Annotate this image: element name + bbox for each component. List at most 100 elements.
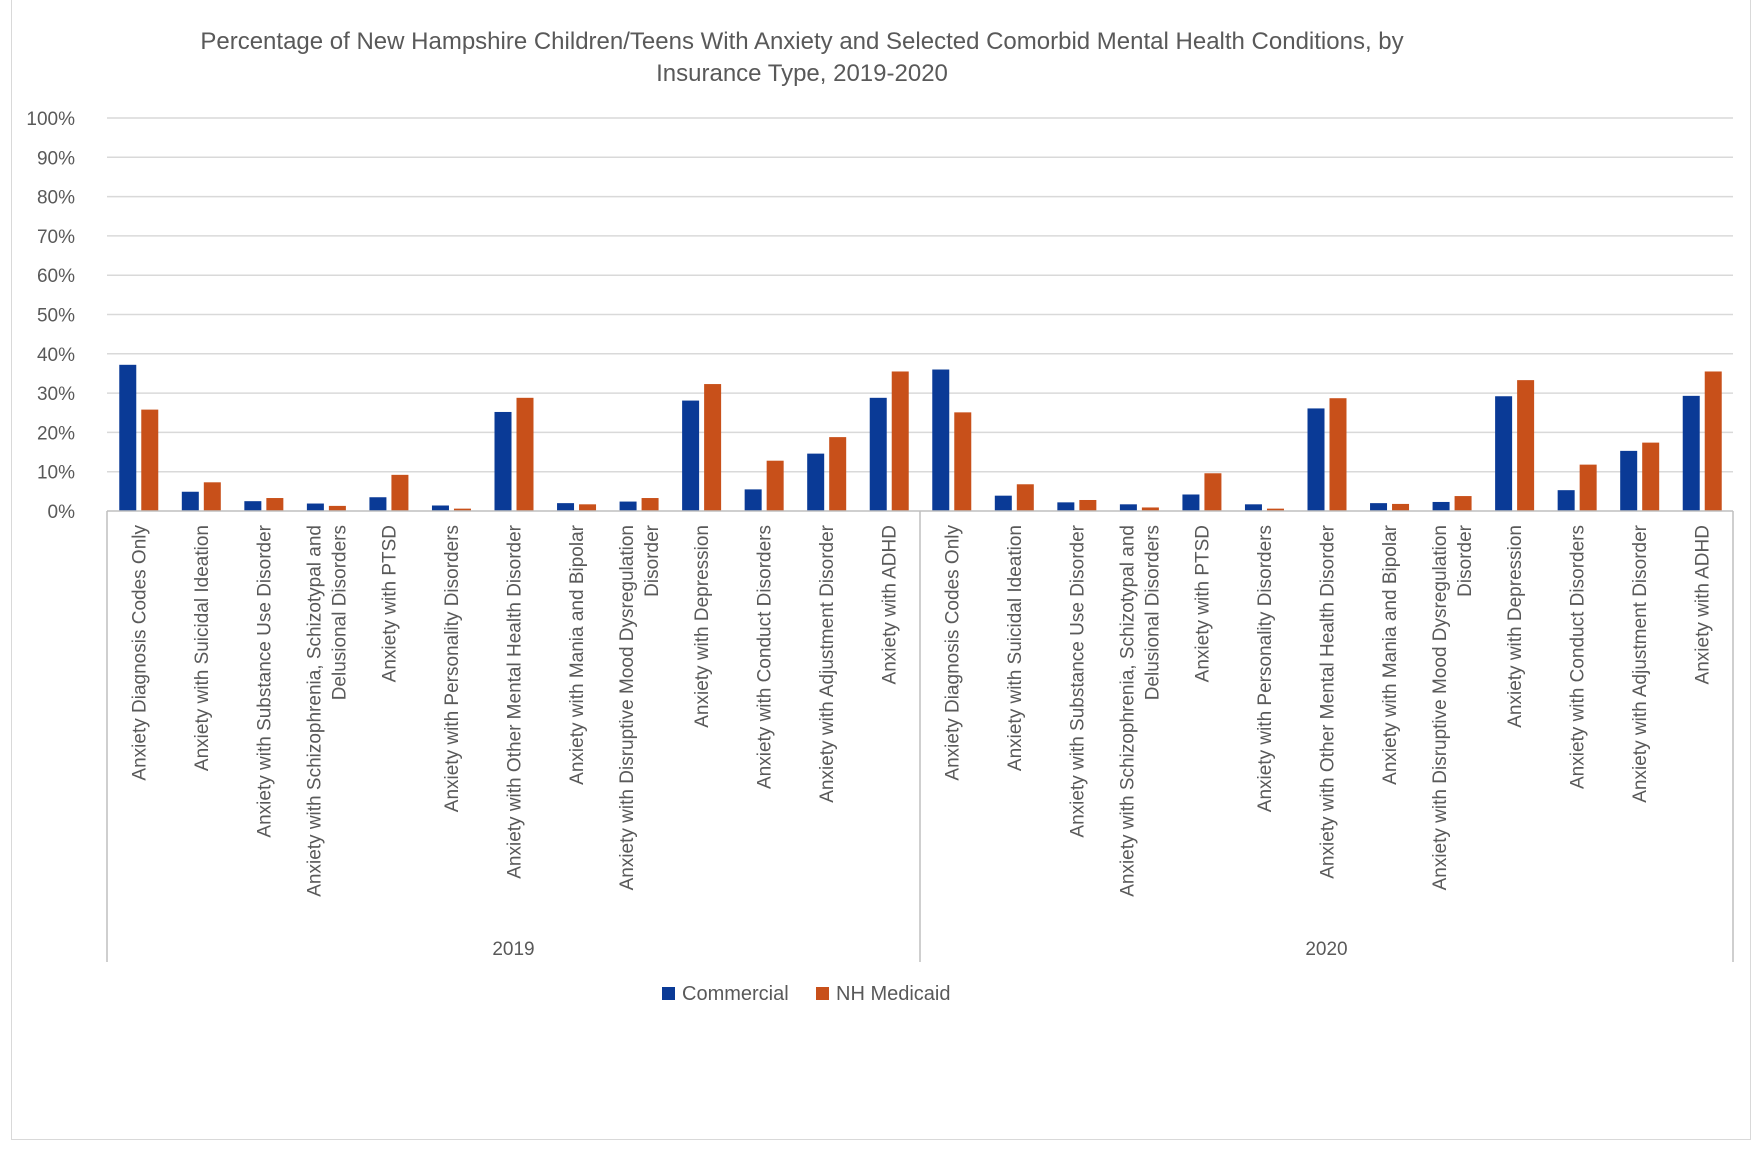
bar-commercial[interactable] — [431, 505, 449, 511]
bar-nh-medicaid[interactable] — [266, 498, 284, 511]
category-label: Anxiety Diagnosis Codes Only — [129, 525, 150, 781]
y-tick-label: 80% — [37, 188, 75, 209]
category-label: Anxiety with Substance Use Disorder — [1067, 524, 1088, 837]
bar-commercial[interactable] — [1620, 450, 1638, 511]
y-tick-label: 100% — [26, 109, 75, 130]
bar-nh-medicaid[interactable] — [829, 437, 847, 511]
bar-nh-medicaid[interactable] — [391, 474, 409, 511]
category-label: Anxiety with Other Mental Health Disorde… — [505, 524, 526, 878]
bar-commercial[interactable] — [682, 400, 700, 511]
bar-commercial[interactable] — [1432, 501, 1450, 511]
bar-commercial[interactable] — [1557, 490, 1575, 511]
bar-chart: Percentage of New Hampshire Children/Tee… — [26, 28, 1734, 1005]
bar-nh-medicaid[interactable] — [141, 409, 159, 511]
bar-commercial[interactable] — [1370, 503, 1388, 511]
category-label: Anxiety with PTSD — [379, 525, 400, 682]
legend[interactable]: Commercial NH Medicaid — [662, 983, 950, 1005]
bar-nh-medicaid[interactable] — [1704, 371, 1722, 511]
category-label: Anxiety with Adjustment Disorder — [817, 524, 838, 802]
bar-nh-medicaid[interactable] — [1079, 499, 1097, 511]
y-tick-label: 50% — [37, 306, 75, 327]
bar-nh-medicaid[interactable] — [1016, 484, 1034, 511]
category-label: Anxiety with ADHD — [880, 525, 901, 684]
legend-label[interactable]: NH Medicaid — [836, 983, 950, 1005]
gridlines — [107, 117, 1733, 473]
bar-nh-medicaid[interactable] — [328, 505, 346, 511]
category-label: Anxiety with Depression — [692, 525, 713, 728]
bar-nh-medicaid[interactable] — [1266, 508, 1284, 511]
group-label: 2020 — [1305, 939, 1347, 960]
bar-commercial[interactable] — [181, 491, 199, 511]
category-label: Anxiety Diagnosis Codes Only — [942, 525, 963, 781]
bar-commercial[interactable] — [244, 501, 262, 511]
bar-nh-medicaid[interactable] — [1517, 380, 1535, 511]
category-label: Disorder — [1455, 524, 1476, 596]
category-label: Anxiety with ADHD — [1693, 525, 1714, 684]
bar-commercial[interactable] — [1495, 396, 1513, 511]
category-label: Anxiety with Suicidal Ideation — [1005, 525, 1026, 771]
bar-nh-medicaid[interactable] — [954, 412, 972, 511]
bar-nh-medicaid[interactable] — [704, 384, 722, 511]
group-labels: 2019 2020 — [492, 939, 1347, 960]
bar-nh-medicaid[interactable] — [1141, 507, 1159, 511]
x-axis — [106, 510, 1734, 962]
y-tick-label: 90% — [37, 148, 75, 169]
y-tick-label: 40% — [37, 345, 75, 366]
category-label: Anxiety with Personality Disorders — [1255, 525, 1276, 812]
bar-nh-medicaid[interactable] — [516, 397, 534, 511]
chart-title-line: Percentage of New Hampshire Children/Tee… — [200, 28, 1403, 55]
category-label: Disorder — [642, 524, 663, 596]
category-labels: Anxiety Diagnosis Codes Only Anxiety with… — [129, 524, 1713, 896]
bar-nh-medicaid[interactable] — [1642, 442, 1660, 511]
bar-commercial[interactable] — [1057, 502, 1075, 511]
y-tick-label: 60% — [37, 266, 75, 287]
bar-commercial[interactable] — [619, 501, 637, 511]
category-label: Anxiety with Mania and Bipolar — [1380, 524, 1401, 784]
bar-commercial[interactable] — [1244, 504, 1262, 511]
bar-nh-medicaid[interactable] — [641, 498, 659, 511]
bar-commercial[interactable] — [1182, 494, 1200, 511]
bar-commercial[interactable] — [119, 364, 137, 511]
bar-nh-medicaid[interactable] — [453, 508, 471, 511]
bar-commercial[interactable] — [807, 453, 825, 511]
category-label: Anxiety with Schizophrenia, Schizotypal … — [1117, 525, 1138, 897]
chart-title: Percentage of New Hampshire Children/Tee… — [200, 28, 1403, 87]
bar-commercial[interactable] — [744, 489, 762, 511]
bar-commercial[interactable] — [369, 497, 387, 511]
bar-commercial[interactable] — [494, 411, 512, 511]
bar-nh-medicaid[interactable] — [1329, 398, 1347, 511]
bar-nh-medicaid[interactable] — [579, 504, 597, 511]
category-label: Anxiety with Depression — [1505, 525, 1526, 728]
bar-commercial[interactable] — [1682, 395, 1700, 511]
category-label: Anxiety with Conduct Disorders — [755, 525, 776, 789]
bar-commercial[interactable] — [1119, 504, 1137, 511]
bar-commercial[interactable] — [932, 369, 950, 511]
category-label: Anxiety with Conduct Disorders — [1568, 525, 1589, 789]
bar-nh-medicaid[interactable] — [1204, 473, 1222, 511]
category-label: Anxiety with Disruptive Mood Dysregulati… — [1430, 525, 1451, 890]
bar-nh-medicaid[interactable] — [891, 371, 909, 511]
category-label: Anxiety with Mania and Bipolar — [567, 524, 588, 784]
y-tick-label: 0% — [48, 502, 76, 523]
bar-commercial[interactable] — [306, 503, 324, 511]
bar-nh-medicaid[interactable] — [203, 482, 221, 511]
y-tick-label: 70% — [37, 227, 75, 248]
bar-commercial[interactable] — [557, 503, 575, 511]
y-tick-label: 30% — [37, 384, 75, 405]
group-label: 2019 — [492, 939, 534, 960]
category-label: Anxiety with Disruptive Mood Dysregulati… — [617, 525, 638, 890]
bar-commercial[interactable] — [1307, 408, 1325, 511]
bar-nh-medicaid[interactable] — [1454, 496, 1472, 511]
category-label: Anxiety with Adjustment Disorder — [1630, 524, 1651, 802]
bar-nh-medicaid[interactable] — [1579, 464, 1597, 511]
bar-commercial[interactable] — [869, 397, 887, 511]
bar-nh-medicaid[interactable] — [766, 460, 784, 511]
legend-label[interactable]: Commercial — [682, 983, 789, 1005]
category-label: Delusional Disorders — [329, 525, 350, 700]
chart-frame: Percentage of New Hampshire Children/Tee… — [11, 0, 1751, 1140]
legend-swatch — [662, 987, 675, 1000]
bar-nh-medicaid[interactable] — [1392, 503, 1410, 511]
category-label: Anxiety with Other Mental Health Disorde… — [1318, 524, 1339, 878]
bar-commercial[interactable] — [994, 495, 1012, 511]
category-label: Anxiety with Personality Disorders — [442, 525, 463, 812]
